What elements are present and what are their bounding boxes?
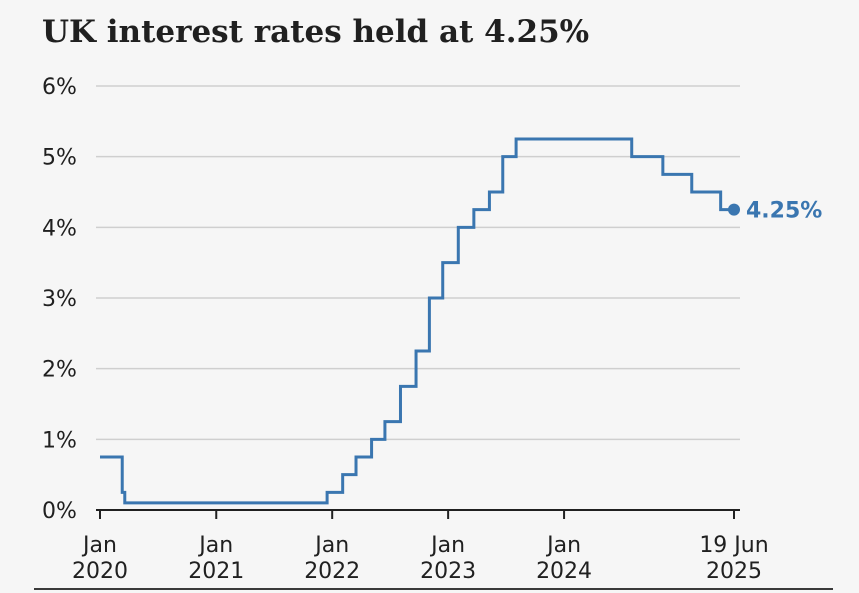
y-tick-label: 0% <box>42 499 77 524</box>
series-line <box>100 137 734 505</box>
y-tick-label: 5% <box>42 146 77 171</box>
series-layer: 4.25% <box>100 137 822 505</box>
y-tick-label: 3% <box>42 287 77 312</box>
y-axis-ticks: 0% 1% 2% 3% 4% 5% 6% <box>42 75 77 524</box>
end-point-marker <box>728 203 740 216</box>
x-tick-label: Jan <box>197 533 233 558</box>
end-value-label: 4.25% <box>746 199 822 224</box>
x-tick-label: Jan <box>545 533 581 558</box>
bottom-rule <box>34 588 833 590</box>
x-tick-label: Jan <box>313 533 349 558</box>
x-tick-label: 19 Jun <box>699 533 768 558</box>
x-tick-label: 2021 <box>188 559 244 584</box>
y-tick-label: 2% <box>42 358 77 383</box>
y-tick-label: 6% <box>42 75 77 100</box>
x-tick-label: 2022 <box>304 559 360 584</box>
x-tick-label: 2024 <box>536 559 592 584</box>
chart-title: UK interest rates held at 4.25% <box>42 14 590 50</box>
x-tick-label: Jan <box>81 533 117 558</box>
y-tick-label: 1% <box>42 428 77 453</box>
x-tick-label: 2025 <box>706 559 762 584</box>
y-tick-label: 4% <box>42 216 77 241</box>
x-tick-label: 2023 <box>420 559 476 584</box>
x-tick-label: Jan <box>429 533 465 558</box>
x-tick-label: 2020 <box>72 559 128 584</box>
grid-lines <box>96 85 740 511</box>
